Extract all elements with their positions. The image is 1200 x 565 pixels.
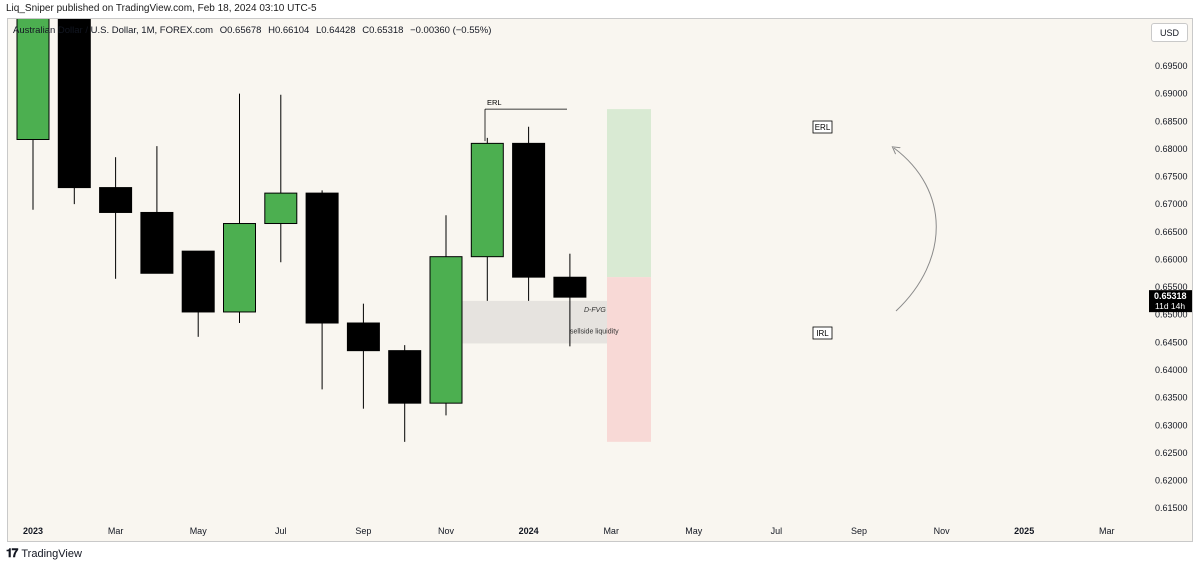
price-tick-label: 0.62500 bbox=[1155, 448, 1188, 458]
time-tick-label: 2023 bbox=[23, 526, 43, 536]
current-price-bg bbox=[1149, 290, 1192, 313]
erl-top-label: ERL bbox=[487, 98, 502, 107]
candle-body bbox=[140, 211, 174, 274]
time-tick-label: Jul bbox=[275, 526, 287, 536]
candle[interactable] bbox=[470, 137, 504, 301]
candle-body bbox=[16, 19, 50, 140]
erl-box-label: ERL bbox=[815, 123, 831, 132]
time-tick-label: Nov bbox=[438, 526, 455, 536]
candle-body bbox=[181, 250, 215, 313]
ohlc-open: O0.65678 bbox=[219, 25, 262, 36]
price-tick-label: 0.68000 bbox=[1155, 144, 1188, 154]
footer: 𝟏𝟕 TradingView bbox=[6, 546, 82, 561]
price-tick-label: 0.62000 bbox=[1155, 476, 1188, 486]
time-tick-label: Sep bbox=[355, 526, 371, 536]
erl-box-frame bbox=[812, 120, 833, 134]
currency-button[interactable]: USD bbox=[1151, 23, 1188, 42]
price-tick-label: 0.63500 bbox=[1155, 393, 1188, 403]
irl-box-label: IRL bbox=[816, 329, 829, 338]
candle-body bbox=[223, 223, 256, 313]
erl-box[interactable]: ERL bbox=[812, 120, 833, 134]
price-tick-label: 0.69500 bbox=[1155, 61, 1188, 71]
price-tick-label: 0.63000 bbox=[1155, 420, 1188, 430]
symbol-name: Australian Dollar / U.S. Dollar, 1M, FOR… bbox=[13, 25, 214, 36]
price-tick-label: 0.65000 bbox=[1155, 310, 1188, 320]
irl-box-frame bbox=[812, 326, 833, 340]
candle[interactable] bbox=[99, 157, 133, 279]
candle[interactable] bbox=[429, 215, 463, 416]
candle[interactable] bbox=[181, 250, 215, 337]
candle-body bbox=[429, 256, 463, 404]
price-tick-label: 0.65500 bbox=[1155, 282, 1188, 292]
candle-body bbox=[57, 19, 91, 189]
price-tick-label: 0.67500 bbox=[1155, 172, 1188, 182]
time-tick-label: Sep bbox=[851, 526, 867, 536]
candle-body bbox=[470, 142, 504, 258]
time-tick-label: May bbox=[190, 526, 208, 536]
sellside-liquidity-label: sellside liquidity bbox=[570, 329, 619, 336]
price-tick-label: 0.66500 bbox=[1155, 227, 1188, 237]
current-price-label: 0.65318 bbox=[1154, 291, 1187, 301]
candle[interactable] bbox=[305, 190, 339, 390]
candle[interactable] bbox=[512, 126, 546, 301]
candle-body bbox=[512, 142, 546, 278]
time-tick-label: Mar bbox=[603, 526, 619, 536]
candle[interactable] bbox=[346, 303, 380, 409]
publish-header: Liq_Sniper published on TradingView.com,… bbox=[6, 3, 317, 14]
candle-body bbox=[346, 322, 380, 352]
candle[interactable] bbox=[16, 0, 50, 210]
symbol-legend: Australian Dollar / U.S. Dollar, 1M, FOR… bbox=[13, 25, 495, 36]
irl-box[interactable]: IRL bbox=[812, 326, 833, 340]
time-tick-label: Nov bbox=[934, 526, 951, 536]
candle-body bbox=[388, 350, 422, 404]
price-tick-label: 0.66000 bbox=[1155, 254, 1188, 264]
price-tick-label: 0.69000 bbox=[1155, 89, 1188, 99]
candle[interactable] bbox=[553, 253, 587, 347]
time-tick-label: 2025 bbox=[1014, 526, 1034, 536]
ohlc-low: L0.64428 bbox=[315, 25, 356, 36]
candle-body bbox=[305, 192, 339, 324]
premium-zone bbox=[607, 109, 651, 278]
price-tick-label: 0.68500 bbox=[1155, 116, 1188, 126]
price-tick-label: 0.64000 bbox=[1155, 365, 1188, 375]
time-tick-label: 2024 bbox=[519, 526, 539, 536]
candle[interactable] bbox=[57, 0, 91, 205]
fvg-zone bbox=[459, 300, 607, 344]
time-tick-label: Jul bbox=[771, 526, 783, 536]
candle[interactable] bbox=[264, 94, 298, 263]
time-tick-label: May bbox=[685, 526, 703, 536]
tradingview-logo-icon: 𝟏𝟕 bbox=[6, 546, 18, 560]
price-tick-label: 0.61500 bbox=[1155, 503, 1188, 513]
countdown-label: 11d 14h bbox=[1155, 301, 1185, 311]
discount-zone bbox=[607, 277, 651, 442]
candle-body bbox=[553, 276, 587, 298]
ohlc-high: H0.66104 bbox=[268, 25, 310, 36]
curved-arrow-icon bbox=[894, 148, 937, 312]
ohlc-close: C0.65318 bbox=[362, 25, 404, 36]
footer-brand: TradingView bbox=[21, 547, 82, 560]
candle-body bbox=[264, 192, 298, 225]
candle-body bbox=[99, 187, 133, 213]
candle[interactable] bbox=[223, 93, 256, 324]
candle[interactable] bbox=[140, 146, 174, 274]
price-tick-label: 0.64500 bbox=[1155, 337, 1188, 347]
price-tick-label: 0.67000 bbox=[1155, 199, 1188, 209]
time-tick-label: Mar bbox=[108, 526, 124, 536]
candle[interactable] bbox=[388, 345, 422, 442]
fvg-label: D-FVG bbox=[584, 307, 606, 314]
ohlc-change: −0.00360 (−0.55%) bbox=[410, 25, 492, 36]
time-tick-label: Mar bbox=[1099, 526, 1115, 536]
